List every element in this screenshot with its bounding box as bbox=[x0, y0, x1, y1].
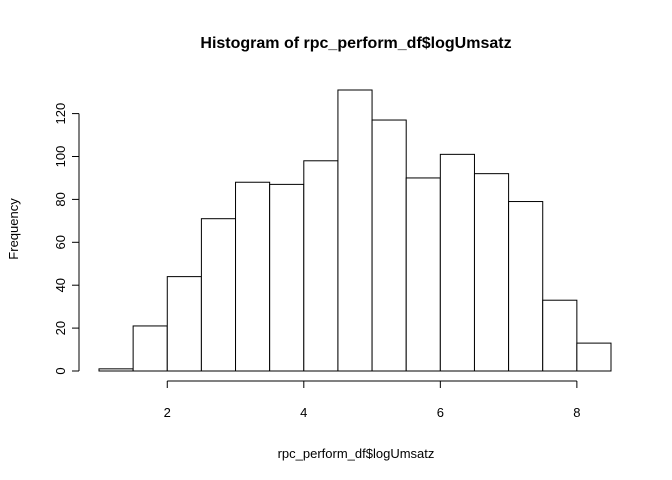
y-tick-label: 80 bbox=[53, 192, 68, 206]
histogram-bar bbox=[132, 325, 168, 372]
y-tick-label: 20 bbox=[53, 321, 68, 335]
histogram-bar bbox=[98, 368, 134, 372]
bars-layer bbox=[98, 89, 612, 372]
histogram-bar bbox=[405, 177, 441, 372]
y-tick-label: 0 bbox=[53, 367, 68, 374]
y-axis-title: Frequency bbox=[6, 198, 21, 260]
x-tick-label: 2 bbox=[164, 405, 171, 420]
x-axis: 2 4 6 8 bbox=[164, 380, 580, 420]
y-tick-label: 100 bbox=[53, 146, 68, 168]
histogram-bar bbox=[269, 183, 305, 372]
y-tick-label: 60 bbox=[53, 235, 68, 249]
x-tick-label: 6 bbox=[437, 405, 444, 420]
x-tick-label: 8 bbox=[573, 405, 580, 420]
histogram-bar bbox=[235, 181, 271, 372]
histogram-bar bbox=[337, 89, 373, 372]
y-tick-label: 40 bbox=[53, 278, 68, 292]
y-axis: 0 20 40 60 80 100 120 bbox=[53, 103, 80, 375]
histogram-bar bbox=[303, 160, 339, 372]
histogram-bar bbox=[576, 342, 612, 372]
histogram-bar bbox=[508, 201, 544, 372]
histogram-bar bbox=[200, 218, 237, 372]
chart-title: Histogram of rpc_perform_df$logUmsatz bbox=[200, 35, 511, 52]
histogram-bar bbox=[439, 153, 475, 372]
x-axis-title: rpc_perform_df$logUmsatz bbox=[278, 446, 435, 461]
x-tick-label: 4 bbox=[300, 405, 307, 420]
histogram-bar bbox=[371, 119, 407, 372]
histogram-bar bbox=[473, 173, 510, 372]
histogram-bar bbox=[542, 299, 578, 372]
histogram-bar bbox=[166, 276, 202, 372]
y-tick-label: 120 bbox=[53, 103, 68, 125]
